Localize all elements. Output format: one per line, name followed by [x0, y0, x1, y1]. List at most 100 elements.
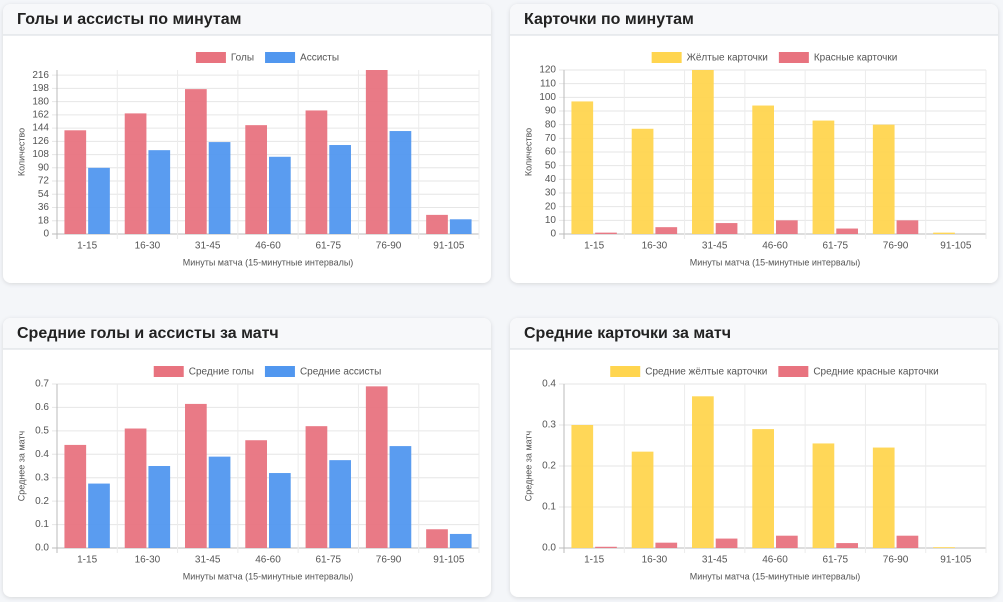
y-tick-label: 100 [539, 92, 556, 103]
x-tick-label: 61-75 [822, 241, 848, 252]
chart-title: Средние голы и ассисты за матч [17, 325, 279, 342]
legend-label: Красные карточки [814, 53, 897, 64]
bar [631, 128, 654, 234]
bar [812, 120, 835, 234]
bar [389, 446, 412, 548]
bar [88, 167, 110, 234]
y-axis-title: Среднее за матч [523, 430, 533, 501]
bar [365, 70, 388, 234]
x-tick-label: 1-15 [77, 555, 97, 566]
x-tick-label: 46-60 [762, 555, 788, 566]
x-tick-label: 61-75 [315, 555, 341, 566]
bar [449, 533, 472, 548]
x-axis-title: Минуты матча (15-минутные интервалы) [690, 257, 861, 267]
x-tick-label: 46-60 [255, 241, 281, 252]
bar [752, 429, 774, 548]
bar [245, 125, 267, 234]
x-tick-label: 76-90 [883, 555, 909, 566]
y-tick-label: 10 [545, 215, 557, 226]
x-axis-title: Минуты матча (15-минутные интервалы) [183, 257, 354, 267]
chart-title: Голы и ассисты по минутам [17, 11, 241, 28]
bar [595, 546, 617, 548]
bar [269, 156, 291, 234]
bar [329, 145, 351, 234]
card-header [3, 318, 491, 349]
bar [305, 426, 328, 548]
legend-swatch [195, 52, 226, 63]
x-axis-title: Минуты матча (15-минутные интервалы) [690, 571, 861, 581]
y-tick-label: 126 [32, 136, 49, 147]
y-tick-label: 0.7 [35, 379, 49, 390]
bar [655, 542, 678, 548]
chart-card: Средние карточки за матч 0.0 0.1 0.2 0.3 0.4 1… [510, 318, 998, 597]
bar [595, 232, 617, 234]
bar [776, 220, 798, 234]
bar [872, 124, 895, 234]
y-tick-label: 60 [545, 147, 557, 158]
y-tick-label: 0.3 [542, 420, 556, 431]
bar [329, 460, 351, 548]
y-tick-label: 0.4 [35, 449, 49, 460]
bar [692, 70, 714, 234]
legend-label: Жёлтые карточки [687, 53, 768, 64]
bar [389, 131, 412, 234]
y-axis-title: Среднее за матч [16, 430, 26, 501]
y-tick-label: 30 [545, 188, 557, 199]
x-tick-label: 31-45 [195, 241, 221, 252]
y-tick-label: 108 [32, 149, 49, 160]
bar [571, 101, 594, 234]
legend-swatch [265, 52, 296, 63]
x-tick-label: 16-30 [135, 241, 161, 252]
y-tick-label: 0.4 [542, 379, 556, 390]
y-tick-label: 20 [545, 201, 557, 212]
chart-title: Карточки по минутам [524, 11, 694, 28]
y-tick-label: 72 [38, 176, 50, 187]
y-tick-label: 180 [32, 96, 49, 107]
y-tick-label: 0.1 [35, 519, 49, 530]
x-tick-label: 91-105 [433, 241, 465, 252]
bar [208, 456, 231, 548]
y-tick-label: 0.1 [542, 502, 556, 513]
legend-swatch [778, 366, 809, 377]
bar [148, 466, 171, 548]
x-tick-label: 91-105 [940, 241, 972, 252]
y-axis-title: Количество [16, 128, 26, 176]
bar [426, 214, 448, 234]
y-tick-label: 120 [539, 65, 556, 76]
bar [208, 142, 231, 234]
x-tick-label: 16-30 [135, 555, 161, 566]
bar [655, 227, 678, 234]
x-tick-label: 76-90 [376, 241, 402, 252]
x-tick-label: 61-75 [822, 555, 848, 566]
chart-card: Голы и ассисты по минутам 0 18 36 54 72 90 108 1… [3, 4, 491, 283]
legend-label: Средние голы [189, 367, 254, 378]
card-header [510, 4, 998, 35]
y-tick-label: 0.0 [35, 543, 49, 554]
chart-card: Карточки по минутам 0 10 20 30 40 50 60 70 80 90 10… [510, 4, 998, 283]
x-tick-label: 31-45 [702, 241, 728, 252]
y-tick-label: 0 [43, 229, 49, 240]
bar [896, 535, 919, 548]
bar [752, 105, 774, 235]
bar [896, 220, 919, 234]
y-tick-label: 0 [550, 229, 556, 240]
legend-label: Голы [231, 53, 254, 64]
bar [812, 443, 835, 548]
legend-label: Средние красные карточки [813, 367, 938, 378]
bar [64, 130, 87, 234]
y-tick-label: 0.6 [35, 402, 49, 413]
bar [64, 444, 87, 548]
legend-swatch [610, 366, 641, 377]
y-tick-label: 90 [38, 162, 50, 173]
x-tick-label: 1-15 [584, 555, 604, 566]
bar [88, 483, 110, 548]
x-tick-label: 1-15 [77, 241, 97, 252]
chart-title: Средние карточки за матч [524, 325, 731, 342]
y-tick-label: 0.2 [35, 496, 49, 507]
bar [933, 232, 955, 234]
x-tick-label: 46-60 [255, 555, 281, 566]
bar [185, 403, 207, 548]
bar [715, 538, 738, 548]
bar [715, 223, 738, 234]
